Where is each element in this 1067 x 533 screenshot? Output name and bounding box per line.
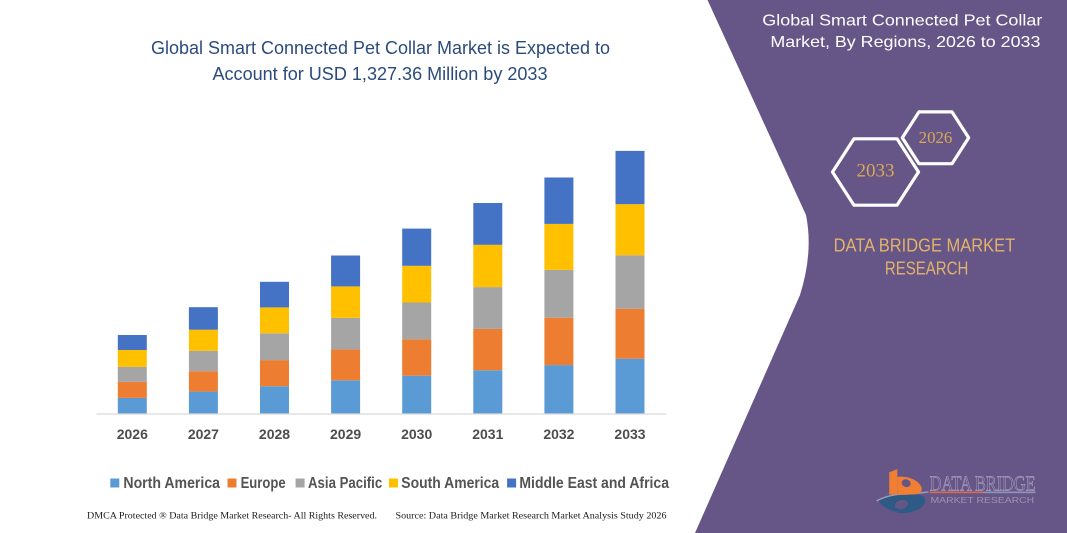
svg-text:2027: 2027 (188, 426, 219, 442)
svg-text:Europe: Europe (241, 475, 286, 492)
svg-text:Global Smart Connected Pet Col: Global Smart Connected Pet Collar Market… (151, 38, 610, 58)
svg-text:2026: 2026 (919, 128, 953, 147)
svg-text:Source: Data Bridge Market Res: Source: Data Bridge Market Research Mark… (396, 510, 667, 521)
svg-text:2028: 2028 (259, 426, 290, 442)
svg-text:Global Smart Connected Pet Col: Global Smart Connected Pet Collar (762, 13, 1043, 30)
svg-text:South America: South America (401, 475, 499, 492)
svg-text:DATA BRIDGE MARKET: DATA BRIDGE MARKET (834, 235, 1016, 256)
svg-text:Account for USD 1,327.36 Milli: Account for USD 1,327.36 Million by 2033 (213, 64, 548, 84)
svg-text:DMCA Protected ® Data Bridge M: DMCA Protected ® Data Bridge Market Rese… (87, 510, 377, 521)
svg-text:North America: North America (123, 475, 220, 492)
svg-text:2032: 2032 (543, 426, 574, 442)
svg-text:2029: 2029 (330, 426, 361, 442)
svg-text:Middle East and Africa: Middle East and Africa (519, 475, 669, 492)
svg-text:2033: 2033 (614, 426, 645, 442)
svg-text:2031: 2031 (472, 426, 503, 442)
svg-text:RESEARCH: RESEARCH (885, 258, 968, 279)
svg-text:2033: 2033 (857, 161, 895, 182)
svg-text:2026: 2026 (117, 426, 148, 442)
svg-text:Asia Pacific: Asia Pacific (308, 475, 382, 492)
svg-text:MARKET RESEARCH: MARKET RESEARCH (931, 495, 1035, 505)
svg-text:Market, By Regions, 2026 to 20: Market, By Regions, 2026 to 2033 (770, 34, 1040, 51)
svg-text:2030: 2030 (401, 426, 432, 442)
